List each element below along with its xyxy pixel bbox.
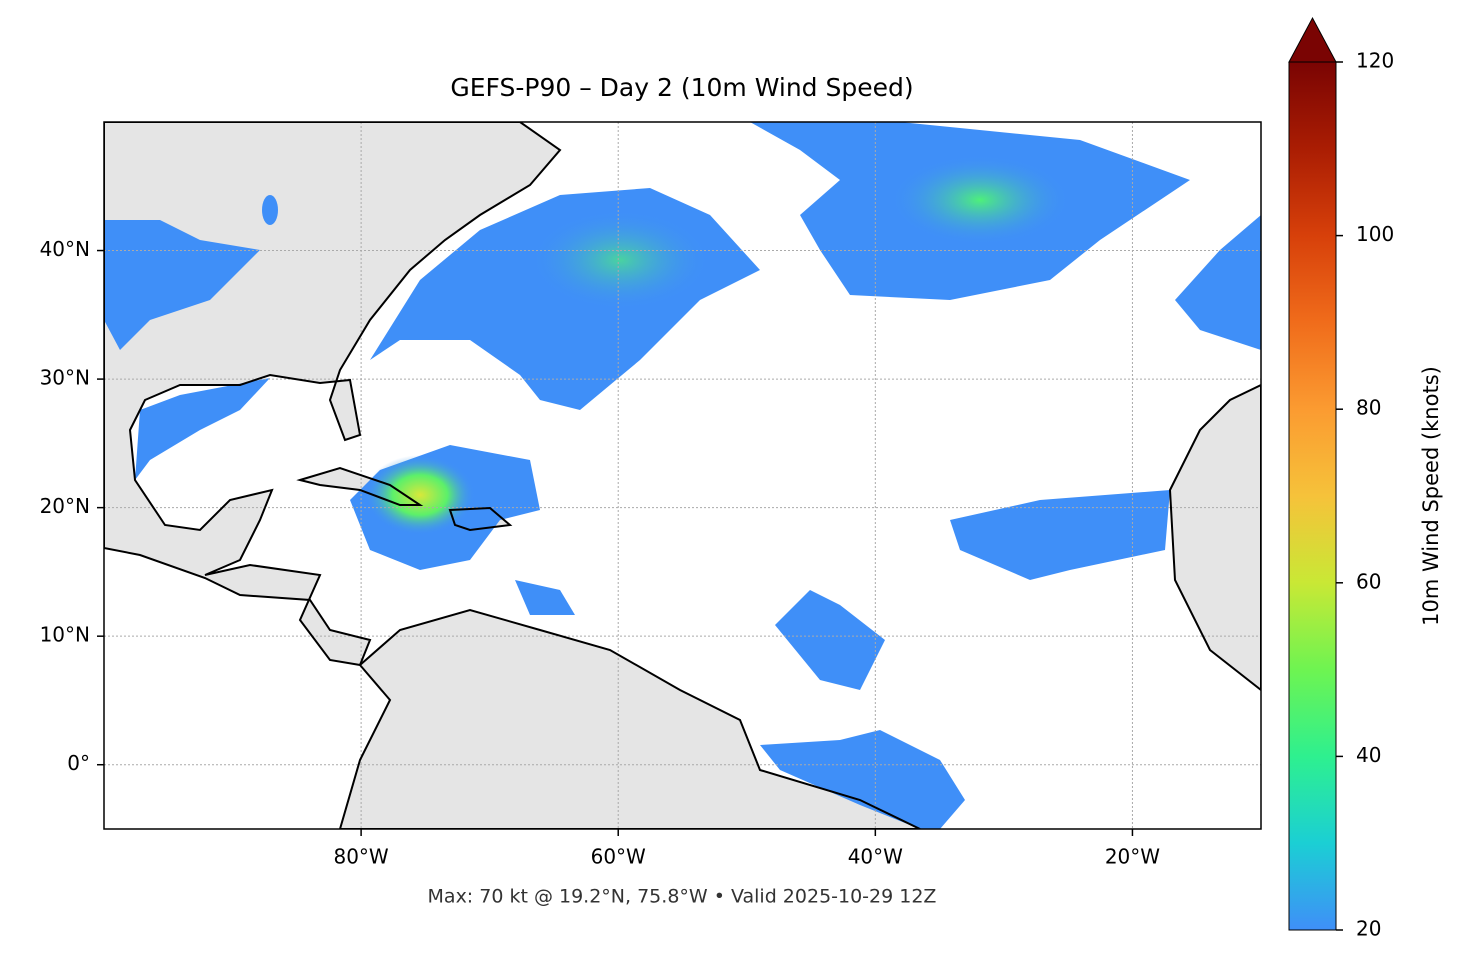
colorbar-tick-label: 60 xyxy=(1356,569,1381,593)
y-tick-label: 0° xyxy=(67,751,90,775)
colorbar-tick-label: 80 xyxy=(1356,396,1381,420)
title: GEFS-P90 – Day 2 (10m Wind Speed) xyxy=(450,73,913,102)
y-tick-label: 30°N xyxy=(40,366,90,390)
gridlines xyxy=(104,122,1261,829)
x-tick-label: 80°W xyxy=(333,845,388,869)
colorbar-tick-label: 100 xyxy=(1356,222,1394,246)
colorbar xyxy=(1288,61,1337,931)
footer: Max: 70 kt @ 19.2°N, 75.8°W • Valid 2025… xyxy=(428,886,937,908)
colorbar-label: 10m Wind Speed (knots) xyxy=(1419,366,1443,626)
x-tick-label: 40°W xyxy=(848,845,903,869)
x-tick-label: 20°W xyxy=(1105,845,1160,869)
colorbar-tick-label: 40 xyxy=(1356,743,1381,767)
colorbar-tick-label: 20 xyxy=(1356,917,1381,941)
x-tick-label: 60°W xyxy=(591,845,646,869)
y-tick-label: 40°N xyxy=(40,237,90,261)
y-tick-label: 10°N xyxy=(40,623,90,647)
y-tick-label: 20°N xyxy=(40,494,90,518)
colorbar-tick-label: 120 xyxy=(1356,49,1394,73)
colorbar-extend xyxy=(1288,16,1337,63)
map-area xyxy=(104,122,1261,829)
map-frame xyxy=(103,121,1262,830)
